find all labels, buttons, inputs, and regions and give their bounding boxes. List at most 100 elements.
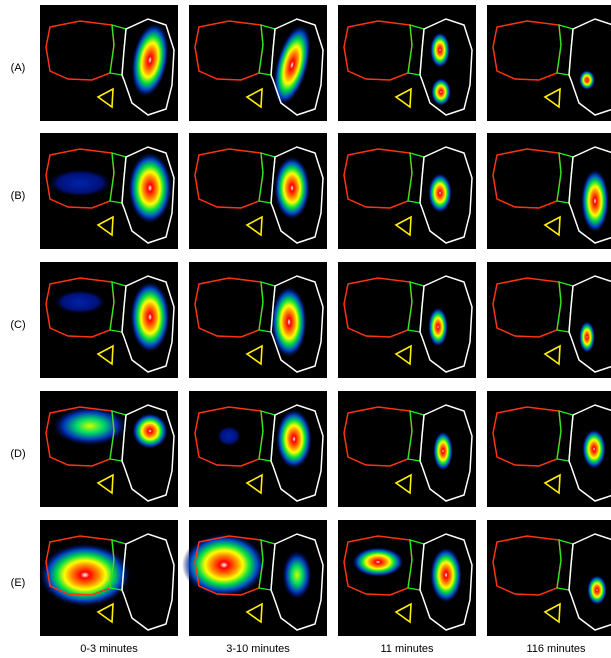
panel bbox=[338, 520, 476, 636]
panel bbox=[487, 262, 611, 378]
row-label: (E) bbox=[11, 577, 26, 589]
uptake-blob bbox=[431, 78, 451, 106]
outline-yellow bbox=[394, 87, 412, 109]
uptake-blob bbox=[282, 550, 312, 600]
uptake-blob bbox=[273, 24, 311, 106]
row-label: (B) bbox=[11, 190, 26, 202]
uptake-blob bbox=[132, 413, 168, 449]
uptake-blob bbox=[131, 22, 169, 98]
panel bbox=[40, 133, 178, 249]
outline-white bbox=[419, 275, 473, 373]
outline-white bbox=[121, 146, 175, 244]
outline-red bbox=[343, 20, 413, 81]
panel bbox=[487, 391, 611, 507]
uptake-blob bbox=[274, 156, 310, 220]
outline-white bbox=[568, 18, 611, 116]
outline-white bbox=[568, 146, 611, 244]
outline-red bbox=[343, 148, 413, 209]
uptake-blob bbox=[182, 533, 266, 597]
panel bbox=[39, 520, 178, 636]
uptake-blob bbox=[579, 321, 595, 353]
outline-white bbox=[419, 533, 473, 631]
outline-red bbox=[492, 277, 562, 338]
outline-yellow bbox=[543, 344, 561, 366]
panel-background bbox=[487, 5, 611, 121]
panel bbox=[487, 520, 611, 636]
outline-white bbox=[270, 404, 324, 502]
uptake-blob bbox=[352, 547, 404, 577]
uptake-blob bbox=[428, 173, 452, 213]
uptake-blob bbox=[428, 307, 448, 347]
outline-red bbox=[194, 20, 264, 81]
column-label: 11 minutes bbox=[381, 643, 434, 655]
row-label: (C) bbox=[10, 319, 25, 331]
outline-white bbox=[270, 146, 324, 244]
panel bbox=[338, 5, 476, 121]
outline-yellow bbox=[96, 87, 114, 109]
outline-yellow bbox=[96, 473, 114, 495]
panel bbox=[487, 133, 611, 249]
outline-white bbox=[121, 275, 175, 373]
outline-red bbox=[492, 535, 562, 596]
uptake-blob bbox=[54, 290, 106, 314]
uptake-blob bbox=[130, 281, 170, 353]
panel-background bbox=[487, 262, 611, 378]
panel bbox=[189, 5, 327, 121]
outline-yellow bbox=[245, 215, 263, 237]
panel bbox=[182, 520, 327, 636]
outline-yellow bbox=[394, 344, 412, 366]
panel bbox=[189, 133, 327, 249]
outline-yellow bbox=[245, 473, 263, 495]
outline-red bbox=[194, 148, 264, 209]
outline-white bbox=[270, 18, 324, 116]
outline-yellow bbox=[543, 602, 561, 624]
outline-red bbox=[343, 277, 413, 338]
panel bbox=[338, 133, 476, 249]
panel bbox=[338, 391, 476, 507]
outline-red bbox=[45, 535, 115, 596]
outline-red bbox=[492, 148, 562, 209]
column-label: 0-3 minutes bbox=[80, 643, 138, 655]
outline-yellow bbox=[245, 602, 263, 624]
outline-red bbox=[343, 535, 413, 596]
outline-white bbox=[568, 404, 611, 502]
uptake-blob bbox=[128, 152, 172, 224]
uptake-blob bbox=[39, 543, 131, 607]
outline-white bbox=[121, 533, 175, 631]
outline-white bbox=[270, 275, 324, 373]
outline-yellow bbox=[543, 87, 561, 109]
outline-yellow bbox=[394, 602, 412, 624]
outline-yellow bbox=[245, 344, 263, 366]
outline-red bbox=[45, 406, 115, 467]
uptake-blob bbox=[48, 169, 112, 197]
uptake-blob bbox=[587, 575, 607, 605]
outline-yellow bbox=[543, 215, 561, 237]
uptake-blob bbox=[430, 32, 450, 68]
uptake-blob bbox=[582, 429, 606, 469]
outline-white bbox=[568, 275, 611, 373]
uptake-blob bbox=[217, 426, 241, 446]
outline-yellow bbox=[96, 215, 114, 237]
outline-red bbox=[45, 148, 115, 209]
outline-red bbox=[492, 20, 562, 81]
panel bbox=[189, 262, 327, 378]
outline-yellow bbox=[96, 602, 114, 624]
outline-white bbox=[270, 533, 324, 631]
outline-red bbox=[45, 20, 115, 81]
outline-red bbox=[343, 406, 413, 467]
uptake-blob bbox=[52, 406, 128, 446]
panel bbox=[487, 5, 611, 121]
outline-red bbox=[194, 535, 264, 596]
uptake-blob bbox=[271, 286, 307, 358]
outline-white bbox=[419, 18, 473, 116]
uptake-blob bbox=[430, 547, 462, 603]
uptake-blob bbox=[433, 431, 453, 471]
outline-white bbox=[419, 146, 473, 244]
column-label: 3-10 minutes bbox=[226, 643, 290, 655]
uptake-blob bbox=[276, 409, 312, 469]
outline-red bbox=[45, 277, 115, 338]
outline-yellow bbox=[543, 473, 561, 495]
panel bbox=[189, 391, 327, 507]
outline-yellow bbox=[245, 87, 263, 109]
